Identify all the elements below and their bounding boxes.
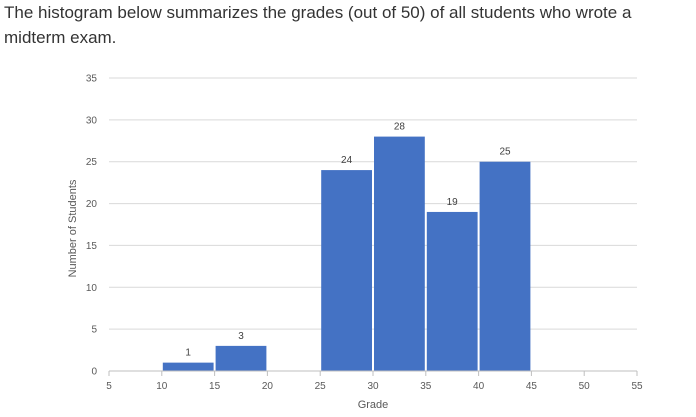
bar-value-label: 1 — [185, 348, 191, 359]
histogram-bar — [374, 136, 425, 371]
x-tick-label: 20 — [262, 381, 274, 392]
x-tick-label: 15 — [209, 381, 221, 392]
bar-value-label: 24 — [341, 155, 353, 166]
y-tick-label: 10 — [86, 283, 98, 294]
y-tick-label: 15 — [86, 241, 98, 252]
y-tick-label: 20 — [86, 199, 98, 210]
x-tick-label: 45 — [526, 381, 538, 392]
x-tick-label: 50 — [579, 381, 591, 392]
histogram-bar — [321, 170, 372, 371]
bar-value-label: 25 — [499, 147, 511, 158]
x-tick-label: 5 — [106, 381, 112, 392]
data-labels: 1 3 24 28 19 25 — [185, 122, 511, 359]
x-tick-label: 40 — [473, 381, 485, 392]
histogram-bar — [215, 345, 267, 371]
bars — [162, 136, 531, 371]
x-tick-label: 25 — [315, 381, 327, 392]
bar-value-label: 19 — [447, 197, 459, 208]
histogram-bar — [162, 362, 214, 371]
question-text: The histogram below summarizes the grade… — [4, 3, 632, 47]
gridlines — [109, 77, 637, 330]
bar-value-label: 3 — [238, 331, 244, 342]
y-axis-title: Number of Students — [67, 179, 79, 277]
x-tick-label: 55 — [631, 381, 643, 392]
y-tick-label: 25 — [86, 157, 98, 168]
y-tick-label: 35 — [86, 74, 98, 85]
bar-value-label: 28 — [394, 122, 406, 133]
x-tick-label: 35 — [420, 381, 432, 392]
y-tick-label: 5 — [91, 325, 97, 336]
histogram-bar — [479, 161, 531, 371]
x-axis-title: Grade — [358, 399, 389, 411]
x-tick-label: 10 — [156, 381, 168, 392]
histogram-bar — [426, 211, 478, 371]
y-tick-label: 0 — [91, 367, 97, 378]
y-tick-label: 30 — [86, 115, 98, 126]
x-tick-label: 30 — [367, 381, 379, 392]
